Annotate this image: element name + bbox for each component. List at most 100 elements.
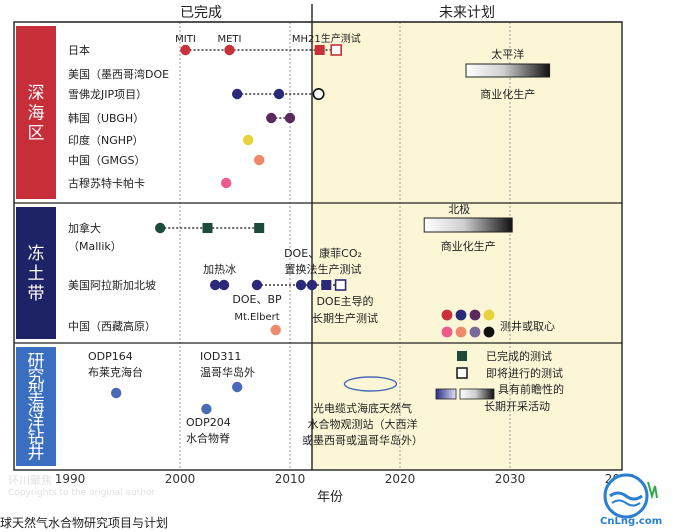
annotation: DOE、BP [232, 293, 282, 306]
cluster-dot [441, 326, 453, 338]
milestone-marker [312, 88, 325, 101]
milestone-marker [273, 88, 285, 100]
milestone-marker [270, 324, 281, 336]
cluster-dot [455, 326, 467, 338]
milestone-marker [202, 223, 213, 233]
plot-frame [13, 21, 623, 471]
figure-caption: 球天然气水合物研究项目与计划 [0, 516, 169, 530]
cluster-dot [483, 309, 495, 321]
annotation: METI [217, 34, 241, 45]
header-completed: 已完成 [180, 5, 222, 21]
row-label: 中国（GMGS） [68, 154, 146, 167]
cluster-dot [455, 309, 467, 321]
row-label: 古穆苏特卡帕卡 [68, 176, 145, 190]
legend-completed-icon [457, 351, 467, 361]
milestone-marker [254, 223, 265, 233]
cluster-dot [469, 309, 481, 321]
production-bar-arctic [423, 217, 513, 233]
milestone-marker [201, 403, 212, 415]
annotation: 置换法生产测试 [285, 262, 362, 276]
observatory-text: 光电缆式海底天然气 [313, 401, 412, 415]
row-label: 温哥华岛外 [200, 365, 255, 379]
milestone-marker [321, 280, 332, 290]
annotation: MH21生产测试 [292, 32, 361, 45]
x-tick-label: 2030 [495, 472, 526, 486]
logo-text: CnLng.com [600, 516, 662, 527]
row-label: IOD311 [200, 350, 241, 363]
watermark-brand: 环川聚焦 [8, 474, 52, 487]
row-label: （Mallik） [68, 240, 122, 253]
band-label-char: 究 [28, 367, 45, 387]
band-label-char: 井 [28, 443, 45, 463]
cluster-dot [469, 326, 481, 338]
annotation: MITI [175, 34, 196, 45]
band-label-char: 钻 [28, 428, 45, 448]
milestone-marker [295, 279, 307, 291]
milestone-marker [218, 279, 230, 291]
band-label-char: 深 [28, 84, 45, 104]
x-tick-label: 1990 [55, 472, 86, 486]
milestone-marker [210, 279, 221, 291]
legend-gradient-bar [459, 388, 495, 400]
row-label: 布莱克海台 [88, 365, 143, 379]
cluster-dot [441, 309, 453, 321]
band-ribbon-perm [16, 207, 56, 339]
annotation: 加热冰 [203, 263, 236, 276]
annotation: DOE、康菲CO₂ [284, 246, 362, 260]
band-label-char: 型 [28, 382, 45, 402]
x-tick-label: 2010 [275, 472, 306, 486]
milestone-marker [251, 279, 263, 291]
row-label: 雪佛龙JIP项目） [68, 88, 147, 101]
legend-blue-bar [435, 388, 457, 400]
milestone-marker [111, 387, 122, 399]
cluster-label: 测井或取心 [500, 319, 555, 333]
observatory-text: 水合物观测站（大西洋 [308, 417, 418, 431]
milestone-marker [232, 381, 243, 393]
band-label-char: 海 [28, 398, 45, 418]
milestone-marker [314, 45, 325, 55]
band-label-char: 土 [28, 264, 45, 284]
band-ribbon-ocean [16, 347, 56, 466]
row-label: 水合物脊 [186, 431, 230, 445]
observatory-ellipse [343, 376, 398, 392]
milestone-marker [221, 177, 232, 189]
cnlng-logo: CnLng.com [600, 473, 662, 527]
x-axis-label: 年份 [317, 490, 343, 505]
x-tick-label: 2020 [385, 472, 416, 486]
annotation: 长期生产测试 [312, 311, 378, 325]
header-future: 未来计划 [439, 5, 495, 21]
legend-label: 已完成的测试 [486, 349, 552, 363]
band-label-char: 区 [28, 124, 45, 144]
band-label-char: 冻 [28, 244, 45, 264]
row-label: 美国阿拉斯加北坡 [68, 278, 156, 292]
milestone-marker [224, 44, 235, 56]
legend-label: 具有前瞻性的 [498, 382, 564, 396]
milestone-marker [232, 88, 243, 100]
annotation: Mt.Elbert [234, 312, 279, 323]
watermark: 环川聚焦 Copyrights to the original author [8, 472, 198, 500]
production-label-bottom: 商业化生产 [441, 239, 496, 253]
band-label-char: 带 [28, 284, 45, 304]
legend-label: 即将进行的测试 [486, 366, 563, 380]
row-label: 日本 [68, 43, 90, 57]
row-label: 中国（西藏高原） [68, 319, 156, 333]
milestone-marker [266, 112, 277, 124]
production-bar-pacific [465, 63, 551, 78]
production-label-top: 太平洋 [491, 47, 524, 61]
band-ribbon-deep [16, 26, 56, 199]
x-tick-label: 2000 [165, 472, 196, 486]
observatory-text: 或墨西哥或温哥华岛外） [302, 433, 423, 447]
annotation: DOE主导的 [316, 294, 373, 308]
milestone-marker [180, 44, 191, 56]
band-label-char: 研 [28, 352, 45, 372]
cluster-dot [483, 326, 495, 338]
row-label: ODP204 [186, 416, 231, 429]
milestone-marker [334, 279, 347, 291]
milestone-marker [254, 154, 265, 166]
row-label: 加拿大 [68, 221, 101, 235]
legend-upcoming-icon [456, 367, 468, 379]
production-label-top: 北极 [448, 202, 470, 216]
milestone-marker [284, 112, 296, 124]
band-label-char: 洋 [28, 413, 45, 433]
